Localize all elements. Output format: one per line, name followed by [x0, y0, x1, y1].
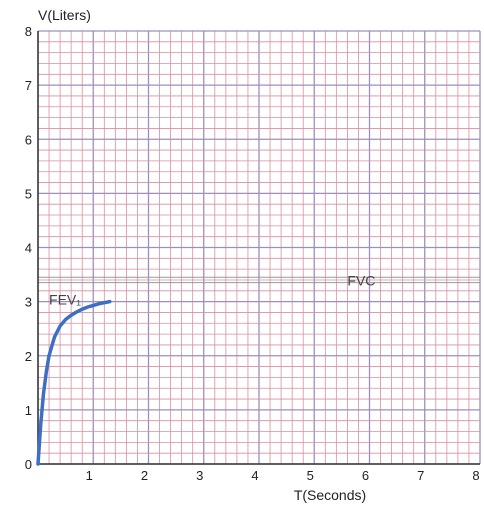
y-axis-title: V(Liters)	[38, 7, 91, 23]
annotations: FVC FEV₁	[49, 272, 375, 307]
x-tick-label: 4	[251, 468, 258, 483]
annotation-label: FVC	[347, 272, 375, 288]
axes	[37, 31, 480, 465]
reference-lines	[38, 276, 480, 284]
y-tick-label: 6	[25, 132, 32, 147]
y-tick-label: 2	[25, 349, 32, 364]
y-tick-label: 4	[25, 241, 32, 256]
y-tick-label: 8	[25, 24, 32, 39]
annotation-label: FEV₁	[49, 291, 81, 307]
x-tick-label: 1	[86, 468, 93, 483]
x-tick-label: 2	[141, 468, 148, 483]
y-tick-label: 1	[25, 403, 32, 418]
flow-volume-curve	[36, 299, 112, 466]
grid	[37, 30, 481, 465]
series	[36, 299, 112, 466]
x-axis-title: T(Seconds)	[294, 487, 366, 503]
y-tick-label: 3	[25, 295, 32, 310]
tick-labels: 0 1 2 3 4 5 6 7 8 1 2 3 4 5 6 7 8	[25, 24, 480, 483]
y-tick-label: 5	[25, 186, 32, 201]
x-tick-label: 5	[307, 468, 314, 483]
x-tick-label: 8	[472, 468, 479, 483]
y-tick-label: 0	[25, 457, 32, 472]
y-tick-label: 7	[25, 78, 32, 93]
x-tick-label: 7	[417, 468, 424, 483]
x-tick-label: 6	[362, 468, 369, 483]
x-tick-label: 3	[196, 468, 203, 483]
